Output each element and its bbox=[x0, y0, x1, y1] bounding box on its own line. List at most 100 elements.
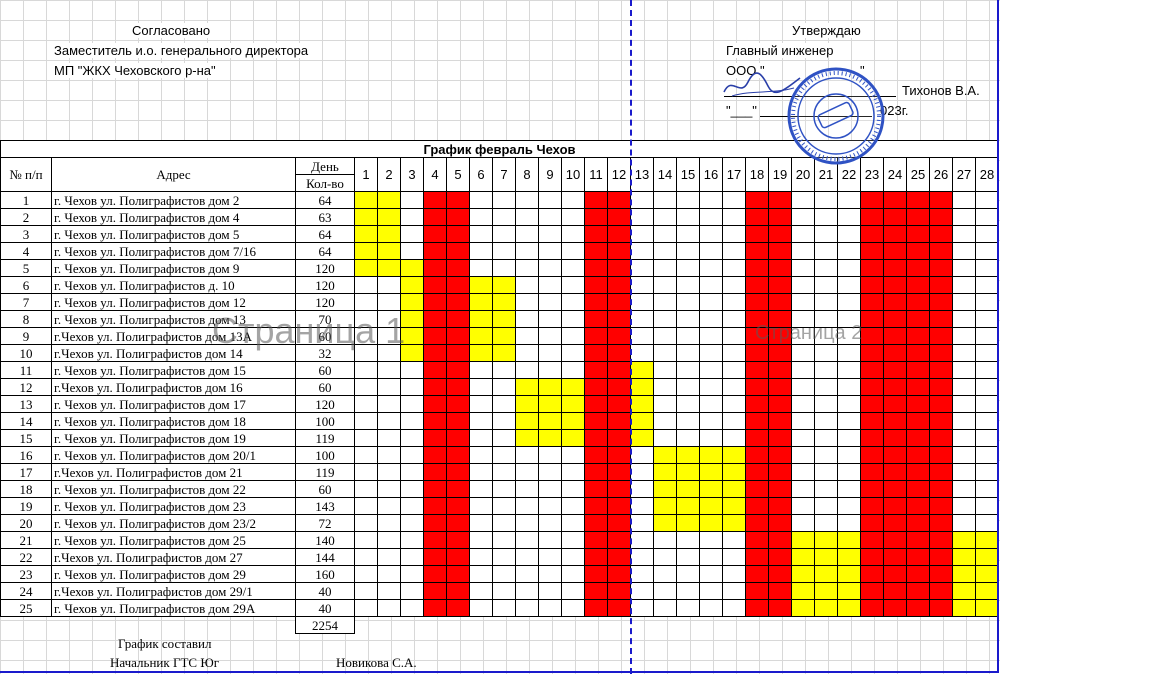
schedule-day-cell bbox=[469, 395, 493, 413]
schedule-day-cell bbox=[515, 208, 539, 226]
schedule-day-cell bbox=[768, 548, 792, 566]
schedule-day-cell bbox=[814, 531, 838, 549]
schedule-day-cell bbox=[975, 276, 999, 294]
schedule-day-cell bbox=[630, 259, 654, 277]
schedule-day-cell bbox=[722, 548, 746, 566]
schedule-day-cell bbox=[745, 599, 769, 617]
schedule-day-cell bbox=[400, 514, 424, 532]
schedule-day-cell bbox=[423, 497, 447, 515]
schedule-day-cell bbox=[492, 412, 516, 430]
schedule-day-cell bbox=[975, 208, 999, 226]
schedule-day-cell bbox=[883, 514, 907, 532]
table-row: 17 г.Чехов ул. Полиграфистов дом 21 119 bbox=[0, 463, 999, 481]
approved-title: Согласовано bbox=[130, 23, 213, 38]
row-address: г.Чехов ул. Полиграфистов дом 29/1 bbox=[51, 582, 296, 600]
schedule-day-cell bbox=[607, 395, 631, 413]
schedule-day-cell bbox=[377, 446, 401, 464]
schedule-day-cell bbox=[377, 378, 401, 396]
schedule-day-cell bbox=[538, 395, 562, 413]
schedule-day-cell bbox=[791, 259, 815, 277]
schedule-day-cell bbox=[699, 429, 723, 447]
schedule-day-cell bbox=[883, 225, 907, 243]
schedule-day-cell bbox=[561, 480, 585, 498]
schedule-day-cell bbox=[630, 395, 654, 413]
schedule-day-cell bbox=[538, 242, 562, 260]
schedule-day-cell bbox=[791, 293, 815, 311]
schedule-day-cell bbox=[653, 599, 677, 617]
schedule-day-cell bbox=[676, 191, 700, 209]
schedule-day-cell bbox=[975, 310, 999, 328]
schedule-day-cell bbox=[561, 242, 585, 260]
schedule-day-cell bbox=[469, 463, 493, 481]
schedule-title-row: График февраль Чехов bbox=[0, 140, 999, 158]
schedule-day-cell bbox=[630, 208, 654, 226]
schedule-day-cell bbox=[722, 378, 746, 396]
row-address: г. Чехов ул. Полиграфистов дом 2 bbox=[51, 191, 296, 209]
schedule-day-cell bbox=[653, 191, 677, 209]
schedule-day-cell bbox=[860, 378, 884, 396]
schedule-day-cell bbox=[791, 412, 815, 430]
row-qty: 40 bbox=[295, 599, 355, 617]
schedule-day-cell bbox=[814, 463, 838, 481]
schedule-day-cell bbox=[607, 531, 631, 549]
day-header-cell: 6 bbox=[469, 157, 493, 192]
schedule-day-cell bbox=[906, 259, 930, 277]
row-number: 13 bbox=[0, 395, 52, 413]
row-number: 12 bbox=[0, 378, 52, 396]
table-row: 13 г. Чехов ул. Полиграфистов дом 17 120 bbox=[0, 395, 999, 413]
schedule-day-cell bbox=[929, 293, 953, 311]
schedule-day-cell bbox=[722, 582, 746, 600]
schedule-day-cell bbox=[538, 327, 562, 345]
schedule-day-cell bbox=[929, 548, 953, 566]
day-header-cell: 26 bbox=[929, 157, 953, 192]
schedule-day-cell bbox=[745, 276, 769, 294]
schedule-day-cell bbox=[791, 497, 815, 515]
schedule-day-cell bbox=[653, 514, 677, 532]
schedule-day-cell bbox=[607, 446, 631, 464]
schedule-day-cell bbox=[538, 293, 562, 311]
schedule-day-cell bbox=[584, 514, 608, 532]
schedule-day-cell bbox=[883, 259, 907, 277]
schedule-day-cell bbox=[722, 344, 746, 362]
schedule-day-cell bbox=[837, 259, 861, 277]
schedule-day-cell bbox=[538, 429, 562, 447]
schedule-day-cell bbox=[975, 565, 999, 583]
schedule-day-cell bbox=[745, 582, 769, 600]
schedule-day-cell bbox=[446, 242, 470, 260]
approved-line1: Заместитель и.о. генерального директора bbox=[52, 43, 311, 58]
schedule-day-cell bbox=[929, 310, 953, 328]
schedule-day-cell bbox=[929, 378, 953, 396]
schedule-day-cell bbox=[653, 310, 677, 328]
schedule-day-cell bbox=[768, 514, 792, 532]
schedule-day-cell bbox=[377, 242, 401, 260]
schedule-day-cell bbox=[446, 293, 470, 311]
schedule-day-cell bbox=[400, 242, 424, 260]
day-header-cell: 15 bbox=[676, 157, 700, 192]
schedule-day-cell bbox=[607, 191, 631, 209]
schedule-day-cell bbox=[791, 191, 815, 209]
schedule-day-cell bbox=[653, 327, 677, 345]
schedule-day-cell bbox=[722, 463, 746, 481]
schedule-day-cell bbox=[745, 514, 769, 532]
schedule-day-cell bbox=[837, 565, 861, 583]
schedule-day-cell bbox=[653, 548, 677, 566]
schedule-day-cell bbox=[883, 327, 907, 345]
schedule-day-cell bbox=[837, 310, 861, 328]
composed-label: График составил bbox=[118, 636, 212, 651]
schedule-day-cell bbox=[607, 480, 631, 498]
schedule-day-cell bbox=[515, 599, 539, 617]
schedule-day-cell bbox=[676, 225, 700, 243]
schedule-day-cell bbox=[745, 327, 769, 345]
schedule-day-cell bbox=[929, 259, 953, 277]
schedule-day-cell bbox=[952, 361, 976, 379]
schedule-day-cell bbox=[975, 480, 999, 498]
schedule-day-cell bbox=[929, 344, 953, 362]
schedule-day-cell bbox=[538, 480, 562, 498]
schedule-day-cell bbox=[814, 225, 838, 243]
schedule-day-cell bbox=[952, 548, 976, 566]
schedule-day-cell bbox=[929, 497, 953, 515]
schedule-day-cell bbox=[515, 582, 539, 600]
schedule-day-cell bbox=[446, 446, 470, 464]
schedule-day-cell bbox=[423, 191, 447, 209]
schedule-day-cell bbox=[906, 378, 930, 396]
